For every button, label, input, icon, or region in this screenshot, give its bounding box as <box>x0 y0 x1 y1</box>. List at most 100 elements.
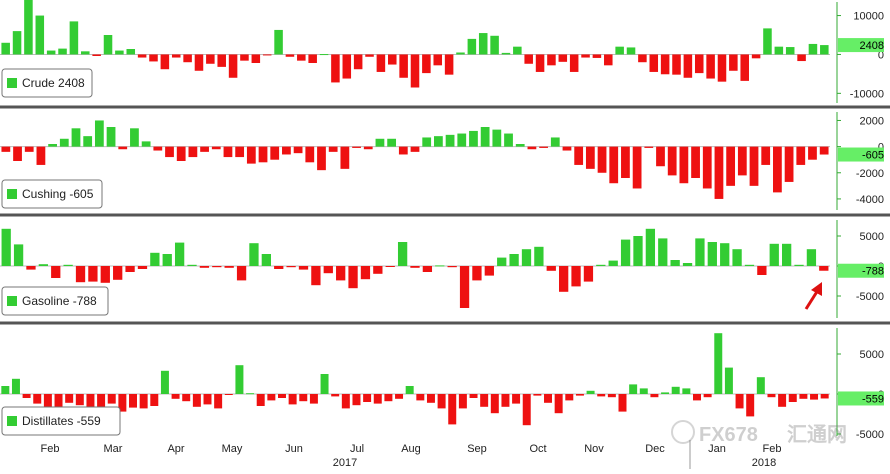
bar <box>667 146 677 176</box>
bar <box>83 136 93 147</box>
bar <box>679 146 689 184</box>
bar <box>435 265 445 267</box>
bar <box>71 128 81 147</box>
bar <box>113 266 123 280</box>
last-value-box <box>838 391 884 406</box>
y-tick-label: -5000 <box>856 291 884 303</box>
y-tick-label: 10000 <box>853 11 884 23</box>
bar <box>467 38 477 55</box>
bar <box>86 394 95 408</box>
bar <box>33 394 42 404</box>
bar <box>550 137 560 147</box>
bar <box>521 249 532 266</box>
bar <box>422 266 433 272</box>
bar <box>703 394 712 398</box>
watermark-logo <box>671 420 695 444</box>
bar <box>737 146 747 176</box>
legend-label: Distillates -559 <box>22 414 101 428</box>
bar <box>363 394 372 402</box>
legend-swatch <box>7 296 17 306</box>
x-month-label: Oct <box>529 443 546 455</box>
y-tick-label: -4000 <box>856 194 884 206</box>
bar <box>416 394 425 401</box>
bar <box>682 388 691 394</box>
bar <box>1 228 11 266</box>
bar <box>629 384 638 394</box>
bar <box>375 138 385 147</box>
bar <box>75 394 84 406</box>
bar <box>808 146 817 160</box>
bar <box>211 146 221 150</box>
bar <box>522 394 531 426</box>
bar <box>729 54 738 71</box>
bar <box>150 394 159 406</box>
bar <box>1 146 11 152</box>
bar <box>278 394 286 398</box>
bar <box>554 394 563 414</box>
bar <box>342 54 352 79</box>
x-month-label: Aug <box>401 443 421 455</box>
bar <box>457 133 467 147</box>
bar <box>714 146 724 199</box>
bar <box>806 249 817 266</box>
bar <box>524 54 533 64</box>
bar <box>100 266 110 283</box>
bar <box>581 54 590 58</box>
bar <box>373 266 383 274</box>
bar <box>43 394 52 407</box>
bar <box>562 146 572 151</box>
bar <box>11 378 20 394</box>
bar <box>797 54 806 62</box>
bar <box>320 374 329 394</box>
y-tick-label: 5000 <box>860 349 884 361</box>
bar <box>426 394 435 403</box>
bar <box>36 146 46 165</box>
bar <box>360 266 371 280</box>
bar <box>774 46 784 55</box>
y-tick-label: 2000 <box>860 115 884 127</box>
bar <box>13 244 24 266</box>
bar <box>35 15 45 55</box>
x-month-label: May <box>222 443 243 455</box>
bar <box>81 51 90 55</box>
bar <box>410 146 420 152</box>
bar <box>103 35 113 55</box>
bar <box>706 54 715 79</box>
bar <box>558 54 568 62</box>
bar <box>246 393 255 395</box>
bar <box>187 264 197 266</box>
bar <box>317 146 326 171</box>
x-year-label: 2017 <box>333 457 357 469</box>
bar <box>24 146 34 152</box>
bar <box>352 394 361 406</box>
bar <box>645 228 656 266</box>
bar <box>150 252 160 266</box>
bar <box>125 266 135 272</box>
legend-box <box>1 406 121 436</box>
bar <box>352 146 361 148</box>
legend-label: Cushing -605 <box>22 187 94 201</box>
bar <box>94 120 104 147</box>
bar <box>137 54 147 58</box>
bar <box>285 54 295 57</box>
watermark-text-cn: 汇通网 <box>787 423 847 446</box>
bar <box>682 263 693 266</box>
bar <box>153 146 163 151</box>
bar <box>509 254 519 266</box>
y-tick-label: 5000 <box>860 231 884 243</box>
x-month-label: Apr <box>167 443 184 455</box>
bar <box>48 144 57 147</box>
bar <box>484 266 494 276</box>
bar <box>569 54 579 72</box>
annotation-arrow-shaft <box>804 289 820 310</box>
bar <box>458 394 467 409</box>
bar <box>341 394 350 409</box>
bar <box>129 394 137 408</box>
x-month-label: Jun <box>285 443 303 455</box>
bar <box>182 394 191 402</box>
bar <box>714 333 723 394</box>
bar <box>340 146 350 169</box>
last-value-label: -788 <box>862 266 884 278</box>
annotation-arrow-head <box>811 282 822 296</box>
